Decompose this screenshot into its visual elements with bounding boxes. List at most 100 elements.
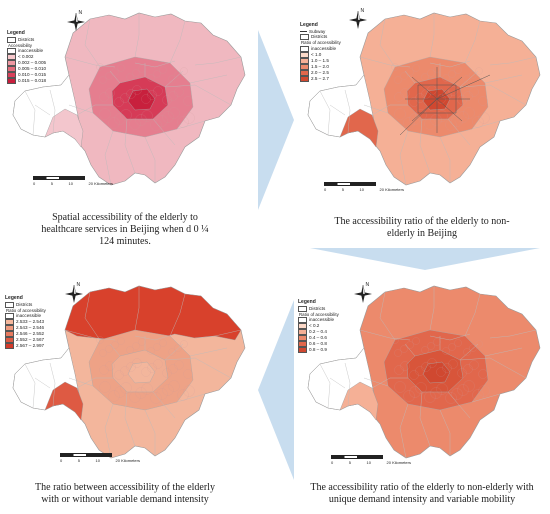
subdistrict-outline: [99, 76, 107, 84]
subdistrict-outline: [114, 370, 124, 380]
district-boundary: [359, 56, 411, 68]
subdistrict-outline: [403, 117, 415, 129]
subdistrict-outline: [400, 345, 408, 353]
district-boundary: [429, 286, 435, 331]
legend-label: 1.0 – 1.5: [311, 57, 329, 63]
compass-needle-highlight: [75, 12, 79, 23]
subdistrict-outline: [442, 347, 450, 355]
legend-swatch: [298, 323, 307, 330]
district-boundary: [459, 84, 527, 106]
legend-item: 1.0 – 1.5: [300, 57, 341, 64]
subdistrict-outline: [391, 336, 399, 344]
subdistrict-outline: [168, 107, 180, 119]
scale-bar-graphic: [331, 455, 383, 459]
district-boundary: [447, 391, 471, 419]
scale-tick-label: 20 Kilometers: [115, 458, 140, 463]
legend-line-swatch: [300, 30, 307, 32]
district-boundary: [471, 393, 501, 403]
subdistrict-outline: [415, 366, 425, 376]
legend-swatch: [5, 337, 14, 344]
map-body: [307, 285, 541, 459]
subdistrict-outline: [412, 337, 420, 345]
flow-arrow-down-icon: [310, 248, 540, 270]
subway-line: [436, 74, 491, 100]
subdistrict-outline: [463, 75, 471, 83]
subdistrict-outline: [141, 110, 153, 122]
subdistrict-outline: [132, 358, 142, 368]
scale-tick-label: 20 Kilometers: [386, 460, 411, 465]
subdistrict-outline: [445, 119, 457, 131]
legend-swatch: [7, 72, 16, 79]
district-boundary: [459, 357, 527, 379]
region-north: [64, 285, 242, 341]
legend-title: Legend: [5, 295, 23, 301]
subdistrict-outline: [472, 116, 484, 128]
legend-item: Subway: [300, 29, 341, 35]
legend-label: 2.5 – 2.7: [311, 75, 329, 81]
subdistrict-outline: [99, 381, 111, 393]
district-boundary: [134, 13, 140, 58]
legend-label: 2.546 – 2.552: [16, 331, 45, 337]
legend-item: 0.8 – 0.9: [298, 347, 339, 354]
subdistrict-outline: [141, 94, 151, 104]
subdistrict-outline: [105, 88, 115, 98]
compass-needle-highlight: [73, 284, 77, 295]
legend-item: 2.546 – 2.552: [5, 331, 46, 338]
subdistrict-outline: [475, 340, 483, 348]
subdistrict-outline: [99, 365, 109, 375]
subdistrict-outline: [180, 340, 188, 348]
district-boundary: [329, 104, 346, 116]
subdistrict-outline: [150, 392, 162, 404]
district-boundary: [24, 363, 36, 409]
subdistrict-outline: [436, 110, 448, 122]
subdistrict-outline: [442, 74, 450, 82]
subdistrict-outline: [168, 364, 178, 374]
legend-label: 0.8 – 0.9: [309, 347, 327, 353]
subdistrict-outline: [117, 337, 125, 345]
district-boundary: [68, 104, 94, 114]
subdistrict-outline: [469, 87, 479, 97]
scale-bar-b: 0 5 10 20 Kilometers: [324, 182, 404, 192]
legend-label: 2.543 – 2.546: [16, 325, 45, 331]
subdistrict-outline: [469, 360, 479, 370]
legend-item: < 0.2: [298, 323, 339, 330]
legend-swatch: [298, 341, 307, 348]
legend-item: Accessibility: [7, 43, 46, 49]
legend-c: Legend Districts Ratio of accessibility ina…: [5, 295, 46, 350]
district-boundary: [439, 409, 451, 456]
legend-item: 2.567 – 2.997: [5, 343, 46, 350]
legend-swatch: [5, 331, 14, 338]
legend-label: 0.010 – 0.015: [18, 72, 47, 78]
district-boundary: [447, 118, 471, 146]
district-boundary: [124, 391, 136, 447]
district-boundary: [194, 329, 242, 339]
legend-swatch: [298, 329, 307, 336]
subdistrict-outline: [427, 358, 437, 368]
district-boundary: [344, 89, 351, 134]
legend-item: 0.015 – 0.018: [7, 78, 46, 85]
district-boundary: [64, 56, 116, 68]
subdistrict-outline: [421, 73, 429, 81]
legend-label: < 1.0: [311, 51, 322, 57]
district-boundary: [419, 391, 431, 447]
legend-swatch: [7, 54, 16, 61]
legend-swatch: [298, 347, 307, 354]
region-southwest: [44, 108, 84, 148]
legend-item: < 0.002: [7, 54, 46, 61]
legend-swatch: [300, 75, 309, 82]
scale-bar-graphic: [60, 453, 112, 457]
region-southwest: [339, 108, 379, 148]
subdistrict-outline: [147, 90, 157, 100]
subdistrict-outline: [415, 382, 427, 394]
subdistrict-outline: [457, 368, 467, 378]
region-southwest: [339, 381, 379, 421]
north-arrow-icon: N: [350, 281, 376, 307]
district-boundary: [164, 357, 232, 379]
subdistrict-outline: [147, 74, 155, 82]
caption-line: healthcare services in Beijing when d 0 …: [41, 224, 209, 235]
map-panel-c: Legend Districts Ratio of accessibility ina…: [5, 278, 250, 473]
subdistrict-outline: [177, 389, 189, 401]
legend-label: Ratio of accessibility: [301, 40, 341, 46]
subdistrict-outline: [153, 70, 161, 78]
legend-item: 0.005 – 0.010: [7, 66, 46, 73]
